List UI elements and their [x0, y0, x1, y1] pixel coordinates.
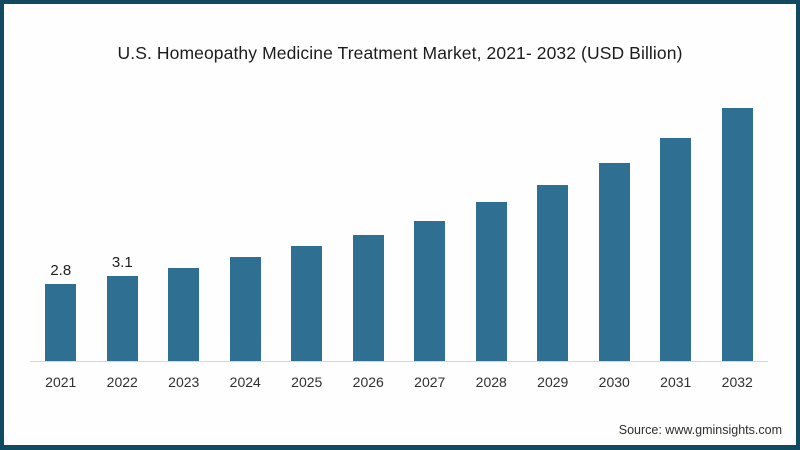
x-tick-label-2030: 2030: [598, 374, 630, 390]
x-tick-label-2028: 2028: [475, 374, 507, 390]
x-tick-label-2025: 2025: [291, 374, 323, 390]
x-tick-label-2027: 2027: [414, 374, 446, 390]
bar-2032: [721, 108, 753, 361]
bar-2031: [660, 138, 692, 361]
x-tick-label-2021: 2021: [45, 374, 77, 390]
bar-2024: [229, 256, 261, 361]
bar-2023: [168, 267, 200, 361]
x-tick-label-2024: 2024: [229, 374, 261, 390]
bar-value-label-2022: 3.1: [111, 253, 133, 271]
x-tick-label-2031: 2031: [660, 374, 692, 390]
chart-title: U.S. Homeopathy Medicine Treatment Marke…: [117, 43, 683, 63]
bar-2026: [352, 234, 384, 361]
bar-value-label-2021: 2.8: [50, 262, 72, 279]
bar-2029: [537, 185, 569, 361]
bar-2022: [106, 275, 138, 361]
source-attribution: Source: www.gminsights.com: [618, 423, 782, 437]
plot-area: 2.8 3.1: [30, 87, 768, 362]
x-tick-label-2023: 2023: [168, 374, 200, 390]
x-tick-label-2022: 2022: [106, 374, 138, 390]
bar-2027: [414, 220, 446, 361]
bar-2030: [598, 163, 630, 361]
x-axis-labels: 2021 2022 2023 2024 2025 2026 2027 2028 2029 2030…: [30, 374, 768, 394]
bar-2025: [291, 245, 323, 361]
x-tick-label-2032: 2032: [721, 374, 753, 390]
x-tick-label-2029: 2029: [537, 374, 569, 390]
bar-2028: [475, 201, 507, 361]
bar-2021: [45, 284, 77, 361]
x-tick-label-2026: 2026: [352, 374, 384, 390]
